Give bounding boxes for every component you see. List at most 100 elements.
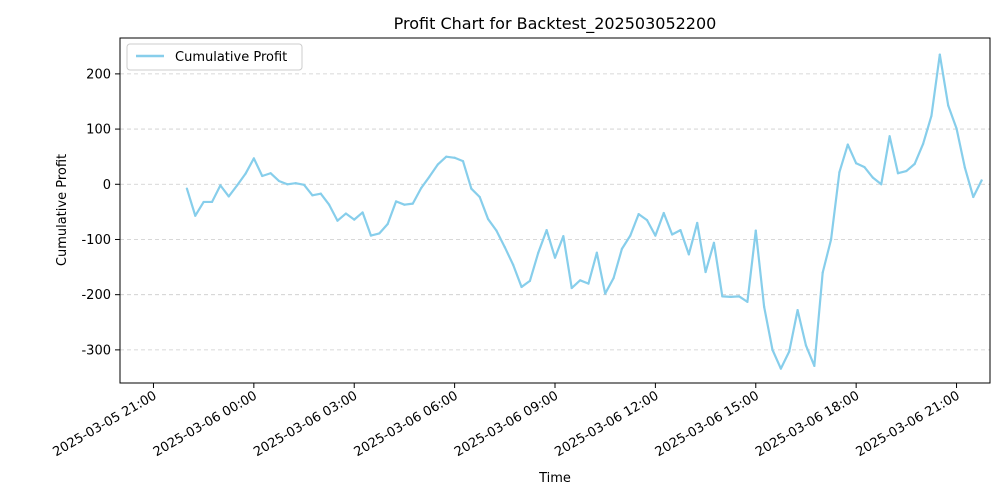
x-tick-label: 2025-03-06 09:00 (452, 388, 561, 460)
data-point (980, 179, 983, 182)
data-point (788, 350, 791, 353)
data-point (721, 295, 724, 298)
data-point (562, 235, 565, 238)
data-point (328, 203, 331, 206)
data-point (194, 214, 197, 217)
data-point (570, 286, 573, 290)
data-point (486, 217, 490, 221)
data-point (905, 169, 908, 173)
data-point (520, 285, 523, 289)
data-point (361, 211, 364, 214)
data-point (219, 184, 222, 187)
data-point (620, 247, 624, 250)
grid-lines (120, 73, 990, 351)
data-point (896, 172, 900, 175)
data-point (963, 166, 967, 169)
data-point (185, 187, 189, 190)
data-point (353, 218, 356, 221)
legend: Cumulative Profit (126, 43, 303, 71)
data-point (947, 104, 950, 107)
data-point (495, 229, 498, 232)
data-point (244, 172, 247, 175)
data-point (403, 203, 406, 206)
data-point (813, 364, 816, 367)
y-tick-label: -200 (81, 288, 111, 303)
data-point (445, 155, 448, 158)
data-point (838, 171, 841, 174)
y-tick-label: 200 (86, 67, 111, 82)
data-point (537, 251, 540, 254)
data-point (888, 135, 891, 138)
data-point (779, 367, 782, 370)
y-tick-label: -300 (81, 343, 111, 358)
data-point (420, 187, 423, 190)
y-tick-label: 100 (86, 123, 111, 138)
data-point (587, 282, 590, 285)
chart-title: Profit Chart for Backtest_202503052200 (394, 14, 717, 34)
data-point (503, 246, 506, 249)
data-point (344, 212, 347, 215)
legend-box (126, 43, 303, 71)
data-point (645, 219, 649, 222)
data-point (386, 222, 389, 226)
data-point (512, 263, 515, 266)
x-tick-label: 2025-03-06 18:00 (753, 388, 862, 460)
data-point (579, 279, 582, 282)
y-axis-label: Cumulative Profit (55, 154, 70, 266)
data-point (302, 183, 306, 186)
data-point (821, 271, 824, 274)
data-point (604, 292, 607, 295)
data-point (712, 241, 716, 244)
data-point (729, 295, 732, 298)
data-point (461, 160, 465, 163)
data-point (913, 162, 916, 165)
data-point (553, 256, 557, 259)
data-point (319, 192, 322, 195)
data-point (311, 194, 314, 197)
data-point (411, 202, 414, 205)
data-point (236, 184, 239, 187)
data-point (637, 212, 640, 216)
data-point (921, 142, 925, 146)
data-point (294, 182, 297, 185)
data-point (470, 187, 473, 190)
x-axis-label: Time (538, 471, 571, 486)
data-point (955, 127, 958, 130)
x-tick-label: 2025-03-06 21:00 (854, 388, 963, 460)
data-point (754, 229, 757, 232)
data-point (528, 279, 532, 282)
x-tick-label: 2025-03-06 15:00 (653, 388, 762, 460)
y-axis: 200 100 0 -100 -200 -300 (81, 67, 120, 358)
data-point (880, 183, 883, 186)
data-point (336, 219, 339, 222)
data-point (286, 183, 289, 186)
data-point (771, 348, 774, 351)
data-point (595, 251, 598, 254)
data-point (704, 270, 707, 274)
data-point (378, 232, 381, 235)
data-point (972, 195, 975, 199)
data-point (662, 211, 665, 215)
data-point (687, 253, 690, 256)
x-tick-label: 2025-03-06 06:00 (352, 388, 461, 460)
data-point (654, 234, 657, 237)
data-point (679, 229, 682, 232)
data-point (277, 179, 281, 183)
data-point (855, 162, 858, 165)
data-point (763, 305, 766, 308)
data-point (453, 156, 456, 159)
data-point (612, 277, 615, 280)
data-point (369, 234, 373, 237)
series-layer (185, 53, 983, 370)
x-tick-label: 2025-03-06 12:00 (552, 388, 661, 460)
data-point (394, 200, 398, 203)
data-point (252, 157, 255, 160)
y-tick-label: 0 (103, 178, 111, 193)
data-point (871, 176, 874, 179)
data-point (545, 229, 548, 232)
data-point (629, 234, 632, 237)
data-point (202, 200, 205, 204)
data-point (737, 295, 741, 298)
